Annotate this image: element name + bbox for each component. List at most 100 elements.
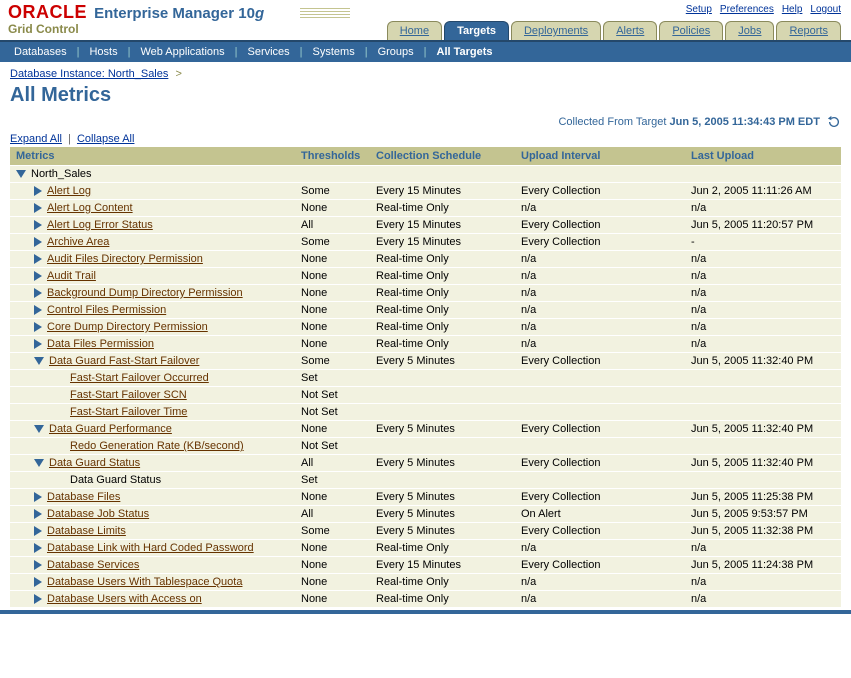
toggle-icon[interactable] [34, 526, 42, 536]
col-thresholds[interactable]: Thresholds [295, 147, 370, 166]
cell-last: Jun 5, 2005 11:20:57 PM [685, 217, 841, 234]
metric-link[interactable]: Data Guard Performance [49, 423, 172, 435]
metric-link[interactable]: Audit Trail [47, 270, 96, 282]
metric-link[interactable]: Core Dump Directory Permission [47, 321, 208, 333]
metric-link[interactable]: Fast-Start Failover SCN [70, 389, 187, 401]
toggle-icon[interactable] [34, 305, 42, 315]
toggle-icon[interactable] [34, 237, 42, 247]
cell-last: - [685, 234, 841, 251]
toggle-icon[interactable] [34, 577, 42, 587]
cell-interval: n/a [515, 319, 685, 336]
cell-interval: Every Collection [515, 523, 685, 540]
cell-thresholds: None [295, 302, 370, 319]
tab-targets[interactable]: Targets [444, 21, 509, 40]
metric-link[interactable]: Database Limits [47, 525, 126, 537]
col-collection-schedule[interactable]: Collection Schedule [370, 147, 515, 166]
refresh-icon[interactable] [827, 115, 841, 129]
cell-last: Jun 5, 2005 11:32:40 PM [685, 353, 841, 370]
cell-interval: n/a [515, 302, 685, 319]
toplink-help[interactable]: Help [782, 4, 803, 15]
table-row: Audit TrailNoneReal-time Onlyn/an/a [10, 268, 841, 285]
metric-link[interactable]: Fast-Start Failover Occurred [70, 372, 209, 384]
cell-interval [515, 387, 685, 404]
metric-link[interactable]: Alert Log Content [47, 202, 133, 214]
subnav-all-targets[interactable]: All Targets [433, 46, 497, 58]
cell-schedule: Real-time Only [370, 319, 515, 336]
tab-alerts[interactable]: Alerts [603, 21, 657, 40]
subnav-groups[interactable]: Groups [374, 46, 418, 58]
metric-link[interactable]: Alert Log Error Status [47, 219, 153, 231]
subnav-databases[interactable]: Databases [10, 46, 71, 58]
toplink-setup[interactable]: Setup [686, 4, 712, 15]
metric-link[interactable]: Data Files Permission [47, 338, 154, 350]
col-upload-interval[interactable]: Upload Interval [515, 147, 685, 166]
cell-interval: n/a [515, 591, 685, 608]
cell-interval: Every Collection [515, 421, 685, 438]
toggle-icon[interactable] [34, 594, 42, 604]
subnav-hosts[interactable]: Hosts [85, 46, 121, 58]
toplink-logout[interactable]: Logout [810, 4, 841, 15]
subnav-services[interactable]: Services [243, 46, 293, 58]
toggle-icon[interactable] [34, 543, 42, 553]
toggle-icon[interactable] [34, 339, 42, 349]
toggle-icon[interactable] [34, 492, 42, 502]
metric-link[interactable]: Data Guard Fast-Start Failover [49, 355, 199, 367]
metric-link[interactable]: Control Files Permission [47, 304, 166, 316]
breadcrumb-link[interactable]: Database Instance: North_Sales [10, 68, 168, 80]
toggle-icon[interactable] [34, 203, 42, 213]
tab-policies[interactable]: Policies [659, 21, 723, 40]
toggle-icon[interactable] [34, 509, 42, 519]
toggle-icon[interactable] [34, 322, 42, 332]
toggle-icon[interactable] [34, 425, 44, 433]
toggle-icon[interactable] [34, 357, 44, 365]
col-metrics[interactable]: Metrics [10, 147, 295, 166]
metric-link[interactable]: Data Guard Status [49, 457, 140, 469]
subnav-web-applications[interactable]: Web Applications [136, 46, 228, 58]
tab-deployments[interactable]: Deployments [511, 21, 601, 40]
cell-last [685, 404, 841, 421]
cell-schedule: Every 15 Minutes [370, 217, 515, 234]
toggle-icon[interactable] [34, 271, 42, 281]
table-row: Alert Log Error StatusAllEvery 15 Minute… [10, 217, 841, 234]
cell-schedule: Real-time Only [370, 336, 515, 353]
table-row: Alert LogSomeEvery 15 MinutesEvery Colle… [10, 183, 841, 200]
metric-link[interactable]: Background Dump Directory Permission [47, 287, 243, 299]
metric-link[interactable]: Audit Files Directory Permission [47, 253, 203, 265]
metric-link[interactable]: Database Users with Access on [47, 593, 202, 605]
cell-thresholds: None [295, 489, 370, 506]
metric-link[interactable]: Database Link with Hard Coded Password [47, 542, 254, 554]
metric-link[interactable]: Alert Log [47, 185, 91, 197]
toggle-icon[interactable] [34, 220, 42, 230]
cell-interval: Every Collection [515, 489, 685, 506]
toggle-icon[interactable] [34, 560, 42, 570]
metric-link[interactable]: Fast-Start Failover Time [70, 406, 187, 418]
toggle-icon[interactable] [16, 170, 26, 178]
metric-link[interactable]: Database Services [47, 559, 139, 571]
metric-link[interactable]: Database Job Status [47, 508, 149, 520]
metric-link[interactable]: Archive Area [47, 236, 109, 248]
metric-link[interactable]: Database Users With Tablespace Quota [47, 576, 242, 588]
toplink-preferences[interactable]: Preferences [720, 4, 774, 15]
expand-all-link[interactable]: Expand All [10, 133, 62, 145]
footer-divider [0, 610, 851, 614]
tab-jobs[interactable]: Jobs [725, 21, 774, 40]
tab-reports[interactable]: Reports [776, 21, 841, 40]
expand-controls: Expand All | Collapse All [0, 129, 851, 147]
toggle-icon[interactable] [34, 459, 44, 467]
brand-em: Enterprise Manager 10g [94, 5, 264, 22]
cell-schedule: Every 15 Minutes [370, 234, 515, 251]
cell-schedule [370, 370, 515, 387]
metric-link[interactable]: Redo Generation Rate (KB/second) [70, 440, 244, 452]
subnav-systems[interactable]: Systems [309, 46, 359, 58]
cell-schedule: Real-time Only [370, 251, 515, 268]
toggle-icon[interactable] [34, 254, 42, 264]
brand: ORACLE Enterprise Manager 10g [8, 2, 264, 23]
toggle-icon[interactable] [34, 186, 42, 196]
brand-decoration [300, 8, 350, 18]
col-last-upload[interactable]: Last Upload [685, 147, 841, 166]
toggle-icon[interactable] [34, 288, 42, 298]
tab-home[interactable]: Home [387, 21, 442, 40]
cell-last: n/a [685, 336, 841, 353]
metric-link[interactable]: Database Files [47, 491, 120, 503]
collapse-all-link[interactable]: Collapse All [77, 133, 134, 145]
